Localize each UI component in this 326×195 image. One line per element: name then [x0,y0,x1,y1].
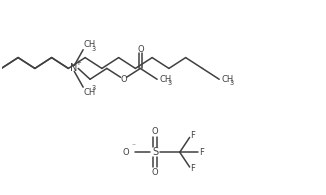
Text: CH: CH [83,40,96,49]
Text: ⁻: ⁻ [131,142,136,151]
Text: O: O [123,148,129,157]
Text: N: N [70,63,77,74]
Text: O: O [120,75,127,84]
Text: O: O [152,127,158,136]
Text: +: + [75,60,81,66]
Text: 3: 3 [92,46,96,52]
Text: S: S [152,147,158,157]
Text: O: O [152,168,158,177]
Text: 3: 3 [168,80,172,86]
Text: 3: 3 [230,80,234,86]
Text: F: F [190,164,195,174]
Text: CH: CH [159,75,171,84]
Text: O: O [137,45,144,54]
Text: CH: CH [221,75,233,84]
Text: CH: CH [83,88,96,97]
Text: F: F [199,148,204,157]
Text: F: F [190,131,195,140]
Text: 3: 3 [92,85,96,91]
